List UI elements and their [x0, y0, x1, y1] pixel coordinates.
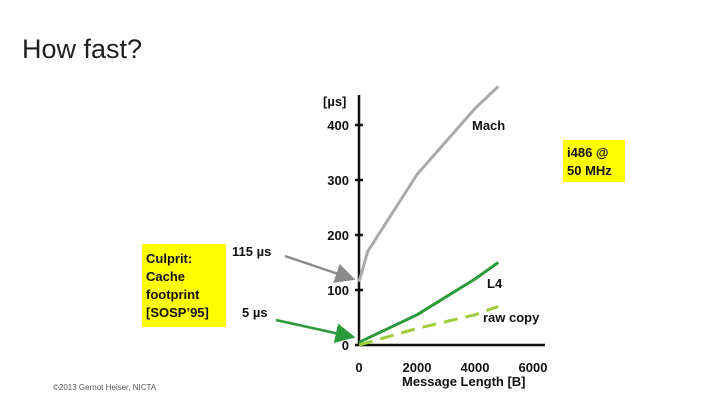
slide-title: How fast? — [22, 34, 143, 64]
culprit-line-1: Culprit: — [146, 251, 192, 266]
x-ticks: 0 2000 4000 6000 — [355, 360, 547, 375]
y-ticks: 0 100 200 300 400 — [327, 118, 363, 353]
y-tick-label-400: 400 — [327, 118, 349, 133]
l4-startup-label: 5 µs — [242, 305, 268, 320]
x-tick-label-2000: 2000 — [403, 360, 432, 375]
x-tick-label-6000: 6000 — [519, 360, 548, 375]
y-unit-label: [µs] — [323, 94, 346, 109]
x-axis-label: Message Length [B] — [402, 374, 526, 389]
l4-startup-arrow — [275, 318, 356, 343]
series-line-mach — [357, 85, 500, 283]
cpu-info-line-2: 50 MHz — [567, 163, 612, 178]
x-tick-label-4000: 4000 — [461, 360, 490, 375]
mach-startup-label: 115 µs — [232, 244, 271, 259]
footer-copyright: ©2013 Gernot Heiser, NICTA — [53, 383, 157, 392]
series-line-raw-copy — [358, 305, 499, 347]
culprit-line-3: footprint — [146, 287, 200, 302]
series-label-l4: L4 — [487, 276, 503, 291]
series-label-raw-copy: raw copy — [483, 310, 540, 325]
series-label-mach: Mach — [472, 118, 505, 133]
culprit-line-4: [SOSP’95] — [146, 305, 209, 320]
y-tick-label-0: 0 — [342, 338, 349, 353]
culprit-box — [142, 244, 226, 327]
x-tick-label-0: 0 — [355, 360, 362, 375]
cpu-info-box — [563, 140, 625, 182]
series-line-l4 — [358, 261, 500, 344]
mach-startup-arrow — [284, 254, 356, 283]
y-tick-label-100: 100 — [327, 283, 349, 298]
series-layer — [357, 85, 500, 347]
y-tick-label-300: 300 — [327, 173, 349, 188]
culprit-line-2: Cache — [146, 269, 185, 284]
cpu-info-line-1: i486 @ — [567, 145, 609, 160]
y-tick-label-200: 200 — [327, 228, 349, 243]
